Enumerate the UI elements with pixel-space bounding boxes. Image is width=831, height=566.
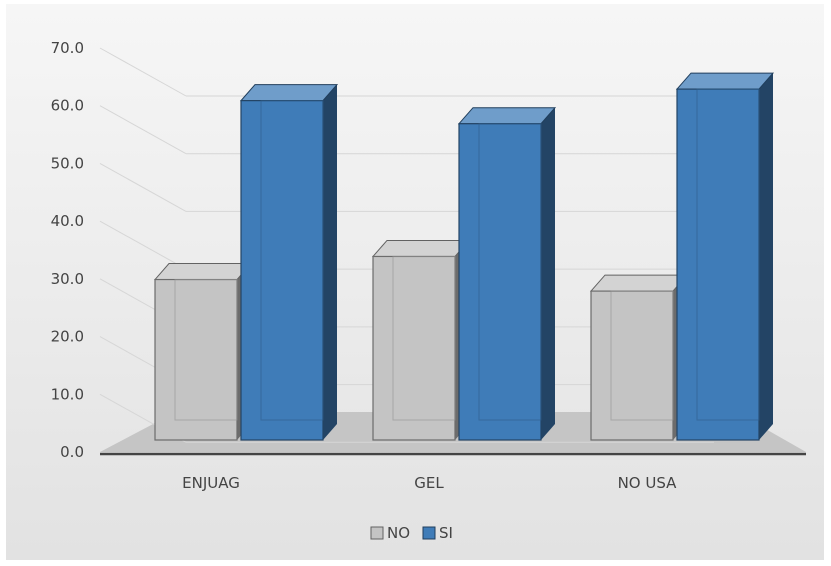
bar-si-gel <box>457 107 557 441</box>
y-tick-label: 30.0 <box>51 270 84 288</box>
y-tick-label: 10.0 <box>51 385 84 403</box>
bar-edge <box>392 255 456 421</box>
bar-chart: 0.0 10.0 20.0 30.0 40.0 50.0 60.0 70.0 ENJUAG GEL… <box>51 39 806 542</box>
axes: 0.0 10.0 20.0 30.0 40.0 50.0 60.0 70.0 ENJUAG GEL… <box>51 39 806 492</box>
bar-edge <box>696 88 760 421</box>
bar-no-enjuag <box>153 263 253 441</box>
gridline-diagonal <box>99 220 187 270</box>
legend-label-si: SI <box>439 524 453 542</box>
bar-front <box>458 123 542 441</box>
bar-edge <box>174 279 238 421</box>
bar-top <box>675 72 775 90</box>
y-tick-label: 40.0 <box>51 212 84 230</box>
bar-side <box>759 73 773 440</box>
y-tick-label: 60.0 <box>51 97 84 115</box>
bar-front <box>240 100 324 441</box>
legend-label-no: NO <box>387 524 410 542</box>
legend: NO SI <box>370 524 453 542</box>
bar-top <box>153 263 253 281</box>
bar-front <box>590 290 674 441</box>
bar-top <box>457 107 557 125</box>
legend-swatch-no <box>370 526 384 540</box>
bar-side <box>323 84 337 440</box>
bar-top <box>239 84 339 102</box>
gridline-diagonal <box>99 162 187 212</box>
bar-front <box>676 88 760 441</box>
bar-top <box>371 239 471 257</box>
bar-top <box>589 274 689 292</box>
bar-front <box>154 278 238 441</box>
bar-si-enjuag <box>239 84 339 441</box>
bars <box>153 72 775 441</box>
bar-no-gel <box>371 239 471 441</box>
y-tick-label: 50.0 <box>51 154 84 172</box>
y-tick-label: 0.0 <box>60 443 84 461</box>
bar-edge <box>478 123 542 421</box>
gridline-diagonal <box>99 47 187 97</box>
chart-area: 0.0 10.0 20.0 30.0 40.0 50.0 60.0 70.0 ENJUAG GEL… <box>6 4 824 560</box>
y-tick-label: 70.0 <box>51 39 84 57</box>
gridline-diagonal <box>99 105 187 155</box>
bar-edge <box>610 290 674 421</box>
bar-edge <box>260 100 324 421</box>
bar-no-no-usa <box>589 274 689 441</box>
x-category-label: NO USA <box>618 474 678 492</box>
y-tick-label: 20.0 <box>51 328 84 346</box>
legend-swatch-si <box>422 526 436 540</box>
bar-si-no-usa <box>675 72 775 441</box>
bar-side <box>541 107 555 440</box>
bar-front <box>372 255 456 441</box>
x-category-label: ENJUAG <box>182 474 240 492</box>
x-category-label: GEL <box>414 474 444 492</box>
